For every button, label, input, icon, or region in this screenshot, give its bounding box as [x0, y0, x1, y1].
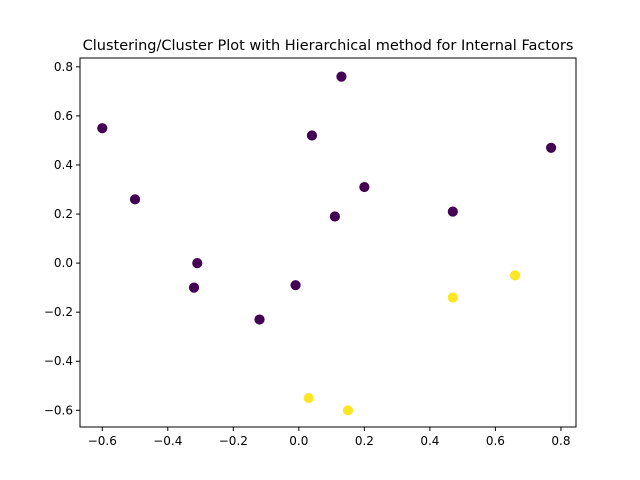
- x-tick-label: 0.2: [355, 434, 374, 448]
- y-tick-label: 0.4: [54, 158, 73, 172]
- data-point-cluster-0-11: [546, 142, 557, 153]
- data-point-cluster-1-2: [303, 392, 314, 404]
- data-point-cluster-0-10: [447, 206, 458, 217]
- data-point-cluster-0-2: [192, 258, 203, 269]
- chart-title: Clustering/Cluster Plot with Hierarchica…: [83, 38, 574, 54]
- x-axis: −0.6 −0.4 −0.2 0.0 0.2 0.4 0.6 0.8: [88, 427, 570, 448]
- data-point-cluster-0-0: [97, 123, 108, 134]
- x-tick-label: −0.2: [219, 434, 248, 448]
- y-tick-label: 0.6: [54, 109, 73, 123]
- x-tick-label: −0.6: [88, 434, 117, 448]
- data-point-cluster-1-0: [447, 292, 458, 303]
- data-point-cluster-0-9: [359, 181, 370, 193]
- x-tick-label: 0.0: [289, 434, 308, 448]
- data-point-cluster-1-1: [509, 270, 521, 281]
- y-tick-label: −0.4: [44, 354, 73, 368]
- data-point-cluster-0-6: [306, 130, 318, 141]
- x-tick-label: 0.8: [551, 434, 570, 448]
- data-point-cluster-1-3: [342, 405, 354, 416]
- x-tick-label: 0.4: [420, 434, 439, 448]
- plot-frame: [79, 57, 577, 428]
- data-point-cluster-0-5: [290, 280, 301, 291]
- data-point-cluster-0-3: [188, 282, 200, 293]
- data-point-cluster-0-4: [254, 314, 265, 325]
- y-tick-label: 0.8: [54, 60, 73, 74]
- data-point-cluster-0-7: [336, 71, 347, 82]
- x-tick-label: 0.6: [486, 434, 505, 448]
- data-point-cluster-0-1: [129, 194, 141, 205]
- y-tick-label: −0.2: [44, 305, 73, 319]
- x-tick-label: −0.4: [153, 434, 182, 448]
- y-axis: −0.6 −0.4 −0.2 0.0 0.2 0.4 0.6 0.8: [44, 60, 80, 417]
- points-layer: [97, 71, 557, 416]
- y-tick-label: −0.6: [44, 403, 73, 417]
- y-tick-label: 0.0: [54, 256, 73, 270]
- data-point-cluster-0-8: [329, 211, 340, 222]
- y-tick-label: 0.2: [54, 207, 73, 221]
